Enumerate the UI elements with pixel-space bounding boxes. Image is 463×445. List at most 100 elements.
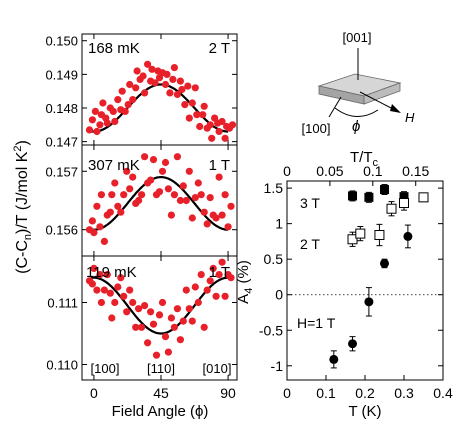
- panel-temp-label: 168 mK: [88, 40, 140, 57]
- data-point: [118, 87, 126, 95]
- data-point: [109, 107, 117, 115]
- data-point: [106, 289, 114, 297]
- data-point: [121, 107, 129, 115]
- data-point: [90, 264, 98, 272]
- data-point: [120, 292, 128, 300]
- data-point: [176, 196, 184, 205]
- field-arrow-head: [390, 104, 401, 113]
- data-point: [399, 198, 409, 209]
- data-point: [188, 317, 196, 325]
- data-point: [100, 237, 108, 245]
- data-point: [126, 80, 134, 89]
- left-x-axis: 0 45 90: [90, 385, 236, 401]
- top-x-tick-label: 0: [283, 163, 291, 179]
- field-arrow-line: [359, 91, 396, 111]
- data-point: [348, 339, 358, 349]
- x-tick-label: 0.1: [316, 385, 336, 401]
- data-point: [96, 121, 104, 129]
- x-tick-label: 0: [90, 385, 98, 401]
- direction-label-100: [100]: [91, 361, 120, 376]
- panel-field-label: 1 T: [209, 264, 230, 281]
- data-point: [161, 158, 170, 167]
- data-point: [347, 234, 358, 245]
- data-point: [139, 72, 147, 80]
- data-point: [108, 191, 116, 199]
- data-point: [111, 117, 119, 126]
- data-point: [203, 220, 211, 228]
- right-panel: 0 0.1 0.2 0.3 0.4-1-0.500.511.50 0.05 0.1 0.15 …: [235, 149, 453, 420]
- data-point: [91, 107, 99, 115]
- top-x-tick-label: 0.15: [402, 163, 429, 179]
- y-tick-label: 0.147: [45, 135, 78, 150]
- top-x-tick-label: 0.05: [316, 163, 343, 179]
- data-point: [386, 203, 397, 214]
- data-point: [169, 75, 177, 83]
- fit-curve: [90, 176, 229, 231]
- data-point: [88, 280, 96, 288]
- data-point: [194, 298, 202, 307]
- data-point: [114, 283, 122, 291]
- data-point: [97, 298, 105, 307]
- data-point: [103, 119, 111, 127]
- data-point: [132, 323, 140, 331]
- left-x-axis-title: Field Angle (ϕ): [112, 403, 209, 420]
- data-point: [161, 333, 170, 341]
- panel-168mk: 0.150 0.149 0.148 0.147 168 mK 2 T: [45, 33, 238, 150]
- direction-label-010: [010]: [203, 361, 232, 376]
- data-point: [141, 302, 149, 310]
- data-point: [132, 84, 140, 92]
- data-point: [141, 153, 149, 161]
- data-point: [135, 196, 143, 205]
- y-tick-label: 0.110: [46, 358, 78, 373]
- panel-field-label: 1 T: [209, 157, 230, 174]
- data-point: [178, 85, 186, 94]
- data-point: [188, 99, 196, 107]
- x-tick-label: 0.3: [394, 385, 414, 401]
- data-point: [184, 82, 192, 90]
- data-point: [200, 102, 208, 110]
- data-point: [173, 305, 181, 313]
- left-y-axis-title: (C-Cn)/T (J/mol K2): [12, 140, 34, 274]
- right-x-axis-title: T (K): [348, 403, 381, 420]
- data-point: [185, 167, 193, 175]
- data-point: [218, 258, 226, 266]
- data-point: [126, 286, 134, 294]
- data-point: [123, 308, 131, 316]
- data-point: [117, 274, 125, 282]
- data-point: [179, 317, 187, 325]
- axis-001-label: [001]: [343, 30, 372, 45]
- data-point: [166, 89, 174, 97]
- data-point: [114, 202, 122, 210]
- data-point: [403, 231, 413, 241]
- data-point: [144, 60, 152, 68]
- axis-100-label: [100]: [302, 121, 331, 136]
- data-point: [129, 173, 137, 181]
- data-point: [141, 89, 149, 97]
- data-point: [93, 202, 101, 210]
- data-point: [206, 194, 214, 202]
- data-point: [111, 179, 119, 187]
- series-label-3t: 3 T: [300, 195, 320, 211]
- data-point: [138, 323, 146, 331]
- x-tick-label: 45: [153, 385, 169, 401]
- data-point: [135, 305, 143, 313]
- top-x-tick-label: 0.1: [363, 163, 383, 179]
- data-point: [221, 292, 229, 300]
- data-point: [170, 64, 178, 72]
- field-label: H: [405, 110, 415, 125]
- y-tick-label: 0.150: [45, 34, 78, 49]
- data-point: [96, 271, 104, 279]
- data-point: [206, 121, 214, 129]
- data-point: [111, 298, 119, 307]
- y-tick-label: 0.149: [45, 67, 78, 82]
- data-point: [149, 156, 158, 164]
- data-point: [215, 173, 223, 181]
- data-point: [103, 271, 111, 279]
- data-point: [364, 192, 374, 202]
- data-point: [200, 208, 208, 216]
- x-tick-label: 90: [220, 385, 236, 401]
- data-point: [100, 286, 108, 294]
- data-point: [191, 84, 199, 92]
- data-point: [147, 176, 155, 184]
